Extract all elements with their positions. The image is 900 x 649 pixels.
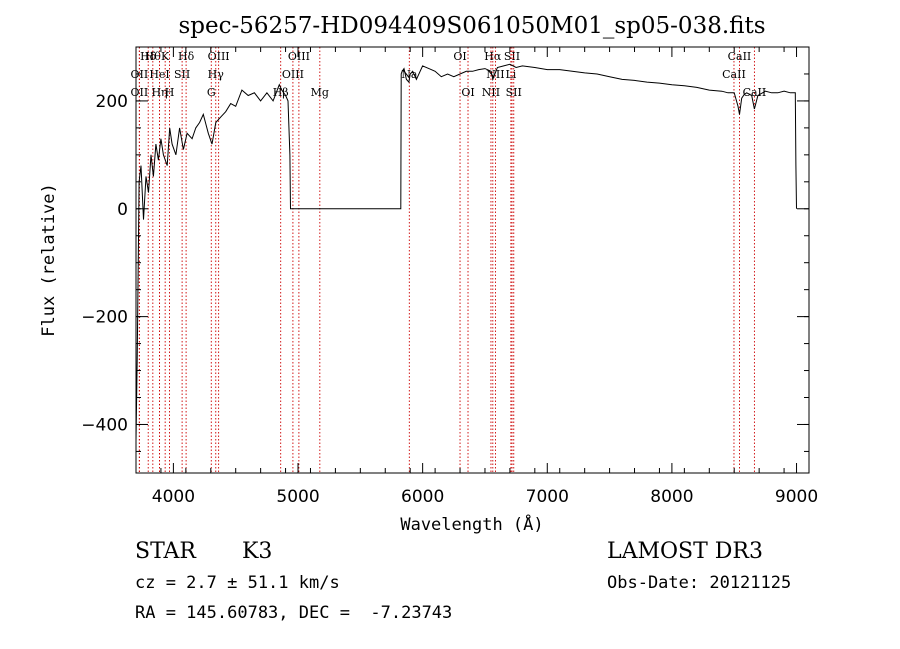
y-axis-label: Flux (relative) xyxy=(39,183,59,337)
line-label: OIII xyxy=(282,68,304,81)
y-tick-label: 0 xyxy=(117,200,128,220)
line-label: Mg xyxy=(311,86,329,99)
y-tick-label: 200 xyxy=(96,92,128,112)
line-label: SII xyxy=(174,68,190,81)
x-axis-label: Wavelength (Å) xyxy=(400,513,543,535)
line-label: G xyxy=(207,86,216,99)
x-tick-label: 9000 xyxy=(775,487,818,507)
line-label: OII xyxy=(131,68,149,81)
object-subclass: K3 xyxy=(242,539,273,564)
spectrum-line xyxy=(135,63,797,441)
line-label: SII xyxy=(506,86,522,99)
line-label: OI xyxy=(461,86,474,99)
axes: 4000 5000 6000 7000 8000 9000 200 0 −200 −400 xyxy=(81,46,818,507)
x-tick-label: 8000 xyxy=(650,487,693,507)
line-label: OIII xyxy=(208,50,230,63)
object-class: STAR xyxy=(135,539,196,564)
line-label: CaII xyxy=(743,86,767,99)
line-label: Hη xyxy=(151,86,167,99)
line-label: Li xyxy=(505,68,516,81)
x-tick-label: 4000 xyxy=(152,487,195,507)
x-tick-label: 6000 xyxy=(401,487,444,507)
redshift-velocity: cz = 2.7 ± 51.1 km/s xyxy=(135,573,340,593)
line-label: OI xyxy=(453,50,466,63)
y-tick-label: −400 xyxy=(81,415,128,435)
line-label: NII xyxy=(482,86,500,99)
x-tick-label: 5000 xyxy=(276,487,319,507)
plot-frame xyxy=(135,46,810,474)
line-label: CaII xyxy=(722,68,746,81)
line-label: Na xyxy=(401,68,418,81)
line-label: HeI xyxy=(149,68,169,81)
x-tick-label: 7000 xyxy=(526,487,569,507)
line-label: Hγ xyxy=(208,68,225,81)
line-label: Hθ xyxy=(145,50,162,63)
line-label: SII xyxy=(504,50,520,63)
line-label: OII xyxy=(131,86,149,99)
survey-name: LAMOST DR3 xyxy=(607,539,763,564)
y-tick-label: −200 xyxy=(81,308,128,328)
line-label: Hδ xyxy=(178,50,195,63)
chart-title: spec-56257-HD094409S061050M01_sp05-038.f… xyxy=(178,13,765,39)
line-label: CaII xyxy=(728,50,752,63)
line-label: K xyxy=(161,50,170,63)
line-label: Hα xyxy=(484,50,502,63)
ra-dec-coordinates: RA = 145.60783, DEC = -7.23743 xyxy=(135,603,453,623)
line-label: OIII xyxy=(288,50,310,63)
line-label: Hβ xyxy=(273,86,289,99)
line-label: H xyxy=(165,86,175,99)
spectral-line-markers: Hδ OII OII Hθ HeI Hη K SII H Hδ OIII Hγ G Hβ OIII OIII M… xyxy=(131,47,767,473)
line-label: Hδ xyxy=(140,50,157,63)
observation-date: Obs-Date: 20121125 xyxy=(607,573,792,593)
